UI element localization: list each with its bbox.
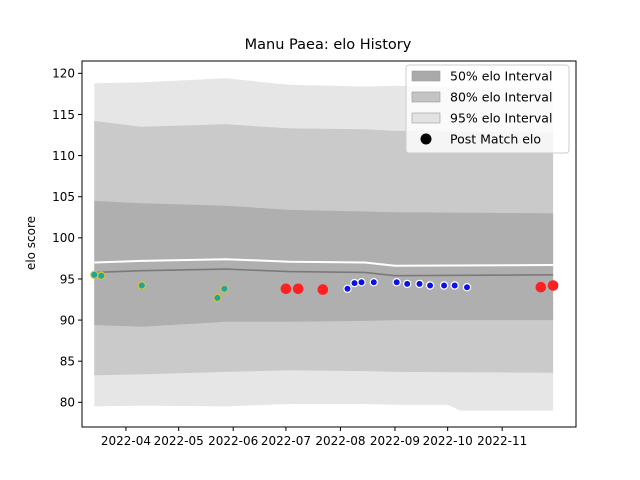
- post-match-point-9: [344, 285, 351, 292]
- y-tick-label-90: 90: [60, 313, 75, 327]
- legend-swatch-3: [412, 113, 440, 123]
- x-tick-label-2022-08: 2022-08: [315, 434, 365, 448]
- post-match-point-19: [463, 284, 470, 291]
- post-match-point-5: [221, 285, 228, 292]
- x-tick-label-2022-09: 2022-09: [370, 434, 420, 448]
- y-tick-label-105: 105: [52, 190, 75, 204]
- post-match-point-12: [370, 279, 377, 286]
- post-match-point-18: [451, 282, 458, 289]
- legend-label-1: 50% elo Interval: [450, 69, 552, 84]
- legend-label-3: 95% elo Interval: [450, 111, 552, 126]
- post-match-point-10: [351, 280, 358, 287]
- post-match-point-6: [281, 284, 291, 294]
- y-tick-label-115: 115: [52, 108, 75, 122]
- post-match-point-2: [98, 272, 105, 279]
- post-match-point-3: [138, 282, 145, 289]
- x-tick-label-2022-05: 2022-05: [154, 434, 204, 448]
- y-tick-label-120: 120: [52, 67, 75, 81]
- legend: 50% elo Interval 80% elo Interval 95% elo …: [406, 65, 569, 153]
- post-match-point-7: [293, 284, 303, 294]
- post-match-point-21: [548, 281, 558, 291]
- y-tick-label-85: 85: [60, 355, 75, 369]
- legend-marker-4: [421, 134, 432, 145]
- x-tick-label-2022-11: 2022-11: [477, 434, 527, 448]
- legend-swatch-2: [412, 92, 440, 102]
- legend-label-4: Post Match elo: [450, 132, 541, 147]
- post-match-point-17: [441, 282, 448, 289]
- post-match-point-4: [214, 294, 221, 301]
- x-tick-label-2022-10: 2022-10: [423, 434, 473, 448]
- post-match-point-20: [536, 282, 546, 292]
- y-tick-label-95: 95: [60, 272, 75, 286]
- band-50-area: [94, 201, 553, 327]
- y-axis-label: elo score: [24, 216, 38, 270]
- y-tick-label-110: 110: [52, 149, 75, 163]
- y-tick-label-100: 100: [52, 231, 75, 245]
- post-match-point-13: [393, 279, 400, 286]
- x-tick-label-2022-07: 2022-07: [261, 434, 311, 448]
- post-match-point-14: [404, 280, 411, 287]
- post-match-point-11: [358, 279, 365, 286]
- y-tick-label-80: 80: [60, 396, 75, 410]
- post-match-point-8: [318, 285, 328, 295]
- x-tick-label-2022-04: 2022-04: [101, 434, 151, 448]
- legend-label-2: 80% elo Interval: [450, 90, 552, 105]
- post-match-point-15: [416, 280, 423, 287]
- chart-title: Manu Paea: elo History: [245, 37, 412, 53]
- x-tick-label-2022-06: 2022-06: [208, 434, 258, 448]
- legend-swatch-1: [412, 71, 440, 81]
- post-match-point-16: [427, 282, 434, 289]
- post-match-point-1: [91, 271, 98, 278]
